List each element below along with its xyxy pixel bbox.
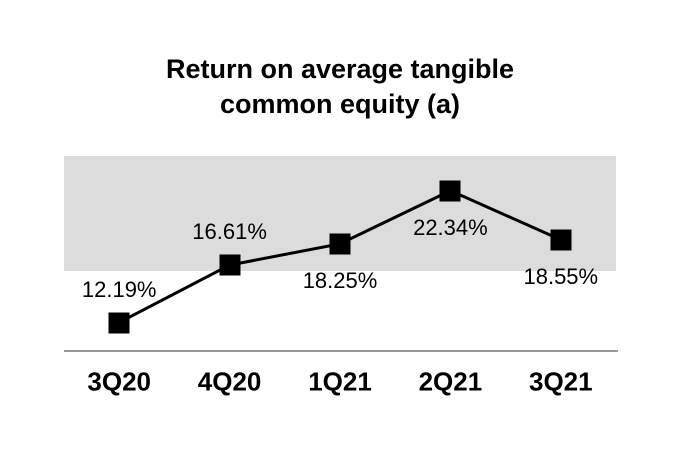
chart-title-line1: Return on average tangible	[165, 54, 515, 84]
data-point-marker	[219, 254, 241, 276]
data-point-label: 22.34%	[413, 214, 488, 240]
x-axis-label: 2Q21	[418, 366, 483, 397]
data-point-marker	[329, 233, 351, 255]
chart-title-line2: common equity (a)	[219, 89, 461, 119]
x-axis-line	[64, 350, 618, 352]
data-point-label: 12.19%	[81, 276, 157, 302]
data-point-label: 18.25%	[302, 267, 378, 293]
data-point-marker	[439, 180, 461, 202]
x-axis-label: 3Q21	[528, 366, 593, 397]
x-axis-label: 4Q20	[197, 366, 262, 397]
data-point-label: 16.61%	[192, 219, 267, 245]
data-point-marker	[108, 312, 130, 334]
data-point-label: 18.55%	[523, 263, 599, 289]
series-line	[118, 188, 562, 324]
x-axis-label: 1Q21	[308, 366, 372, 397]
x-axis-label: 3Q20	[87, 366, 151, 397]
chart-title: Return on average tangible common equity…	[0, 52, 680, 122]
data-point-marker	[550, 229, 572, 251]
